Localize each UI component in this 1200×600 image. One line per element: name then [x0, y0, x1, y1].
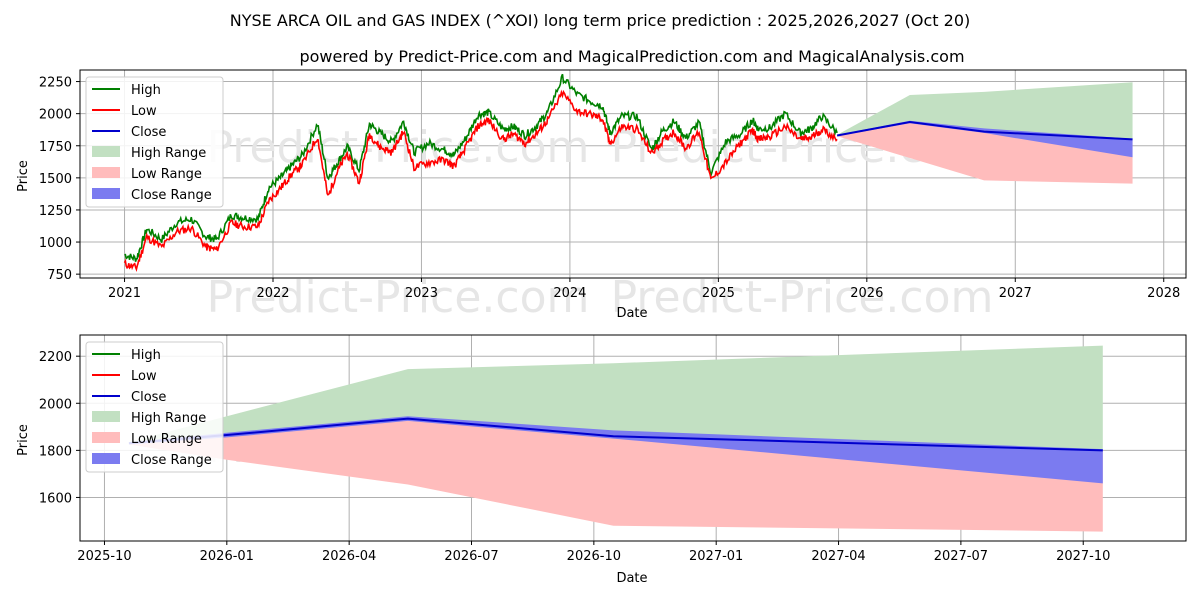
- bottom-legend-low-range: Low Range: [131, 432, 202, 447]
- bottom-legend-close-range-swatch: [92, 453, 120, 464]
- top-ytick-label: 1000: [39, 236, 72, 251]
- top-xlabel: Date: [616, 306, 647, 321]
- top-ylabel: Price: [16, 160, 31, 192]
- top-legend-close-range: Close Range: [131, 188, 212, 203]
- bottom-chart-panel: Predict-Price.com Predict-Price.com 2025…: [16, 334, 1187, 586]
- top-low-series: [123, 89, 838, 272]
- bottom-ticks: 2025-10 2026-01 2026-04 2026-07 2026-10 2027-…: [39, 350, 1110, 564]
- top-ytick-label: 1500: [39, 172, 72, 187]
- top-xtick-label: 2025: [702, 286, 735, 301]
- bottom-xtick-label: 2027-10: [1056, 549, 1110, 564]
- top-xtick-label: 2021: [108, 286, 141, 301]
- chart-subtitle: powered by Predict-Price.com and Magical…: [299, 47, 964, 66]
- top-ytick-label: 2000: [39, 108, 72, 123]
- bottom-xtick-label: 2025-10: [77, 549, 131, 564]
- bottom-legend-close-range: Close Range: [131, 453, 212, 468]
- top-ytick-label: 1750: [39, 140, 72, 155]
- bottom-ytick-label: 1800: [39, 444, 72, 459]
- top-xtick-label: 2028: [1147, 286, 1180, 301]
- top-ytick-label: 1250: [39, 204, 72, 219]
- bottom-legend-low: Low: [131, 369, 157, 384]
- bottom-xtick-label: 2026-04: [322, 549, 376, 564]
- top-legend-low: Low: [131, 104, 157, 119]
- top-xtick-label: 2023: [405, 286, 438, 301]
- top-watermark-3: Predict-Price.com: [207, 272, 590, 323]
- top-legend-close: Close: [131, 125, 166, 140]
- bottom-legend-high-range: High Range: [131, 411, 206, 426]
- bottom-xtick-label: 2026-10: [567, 549, 621, 564]
- bottom-legend-high: High: [131, 348, 161, 363]
- bottom-xlabel: Date: [616, 571, 647, 586]
- top-legend-close-range-swatch: [92, 188, 120, 199]
- top-legend-high: High: [131, 83, 161, 98]
- bottom-xtick-label: 2026-01: [200, 549, 254, 564]
- top-watermark-4: Predict-Price.com: [611, 272, 994, 323]
- top-legend-low-range: Low Range: [131, 167, 202, 182]
- bottom-xtick-label: 2027-07: [934, 549, 988, 564]
- bottom-ylabel: Price: [16, 424, 31, 456]
- top-high-range-band: [837, 82, 1133, 140]
- top-xtick-label: 2024: [553, 286, 586, 301]
- bottom-xtick-label: 2027-01: [689, 549, 743, 564]
- top-legend-high-range: High Range: [131, 146, 206, 161]
- bottom-xtick-label: 2027-04: [811, 549, 865, 564]
- bottom-legend-close: Close: [131, 390, 166, 405]
- top-legend-high-range-swatch: [92, 146, 120, 157]
- top-series: [123, 73, 1133, 272]
- bottom-xtick-label: 2026-07: [444, 549, 498, 564]
- bottom-high-range-band: [128, 345, 1103, 451]
- bottom-ytick-label: 2200: [39, 350, 72, 365]
- bottom-ytick-label: 2000: [39, 397, 72, 412]
- top-xtick-label: 2027: [999, 286, 1032, 301]
- top-ytick-label: 750: [47, 268, 72, 283]
- top-legend-low-range-swatch: [92, 167, 120, 178]
- bottom-legend-high-range-swatch: [92, 411, 120, 422]
- top-close-range-band: [837, 120, 1133, 158]
- chart-title: NYSE ARCA OIL and GAS INDEX (^XOI) long …: [230, 11, 971, 30]
- top-xtick-label: 2026: [850, 286, 883, 301]
- bottom-axes-frame: [79, 334, 1187, 542]
- top-ytick-label: 2250: [39, 76, 72, 91]
- bottom-legend: High Low Close High Range Low Range Clos…: [85, 341, 224, 473]
- bottom-ytick-label: 1600: [39, 491, 72, 506]
- top-chart-panel: Predict-Price.com Predict-Price.com Pred…: [16, 69, 1187, 323]
- top-axes-frame: [79, 69, 1187, 279]
- top-high-series: [124, 73, 838, 262]
- top-legend: High Low Close High Range Low Range Clos…: [85, 76, 224, 208]
- top-ticks: 2021 2022 2023 2024 2025 2026 2027 2028 750 1000 1…: [39, 76, 1180, 301]
- bottom-legend-low-range-swatch: [92, 432, 120, 443]
- top-close-series: [836, 120, 1133, 141]
- top-xtick-label: 2022: [256, 286, 289, 301]
- bottom-close-range-band: [128, 416, 1103, 484]
